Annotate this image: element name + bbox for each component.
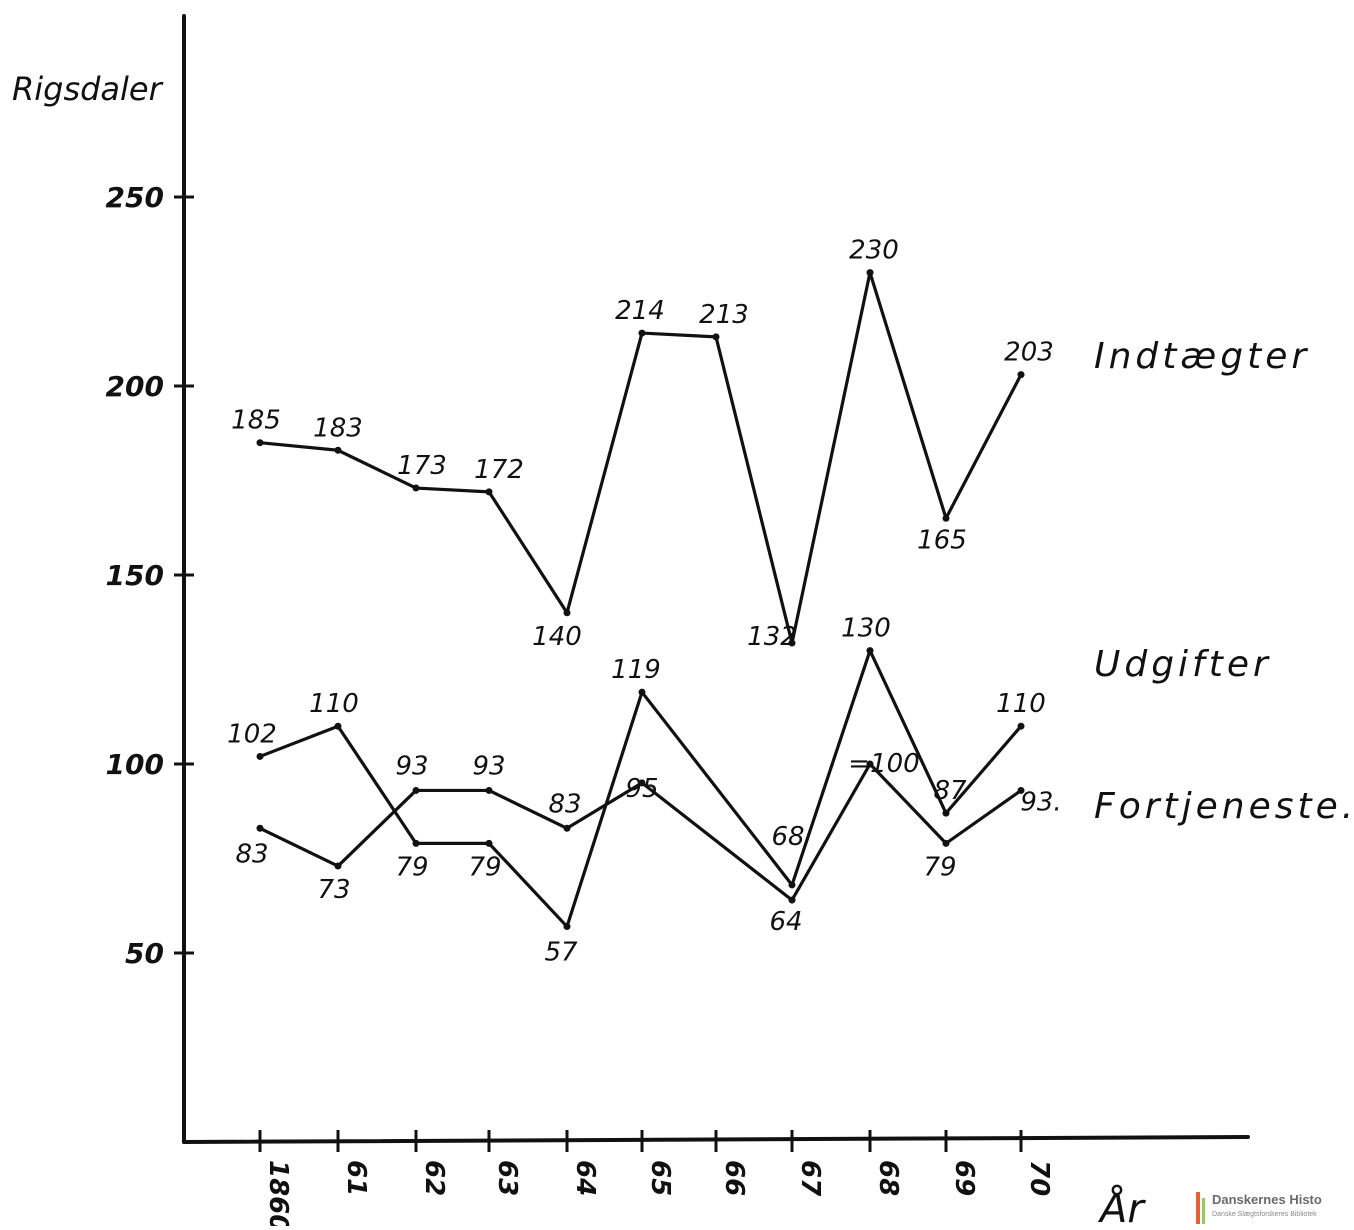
- x-tick-label: 66: [719, 1160, 749, 1196]
- data-label: 87: [933, 776, 967, 806]
- x-tick-label: 62: [419, 1160, 449, 1196]
- logo-sub-text: Danske Slægtsforskeres Bibliotek: [1212, 1211, 1317, 1218]
- data-label: 165: [917, 525, 967, 555]
- data-label: 185: [231, 406, 281, 436]
- x-tick-label: 67: [795, 1160, 825, 1197]
- data-point: [788, 881, 796, 889]
- data-point: [256, 752, 264, 760]
- data-point: [788, 639, 796, 647]
- data-point: [866, 269, 874, 277]
- data-point: [638, 688, 646, 696]
- data-label: 140: [532, 622, 582, 652]
- data-label: 64: [769, 907, 802, 937]
- data-label: 130: [841, 614, 891, 644]
- series-name-label: Fortjeneste.: [1094, 786, 1354, 827]
- data-label: 132: [747, 622, 797, 652]
- series-layer: 185 183 173 172 140 214 213 132 230 165 203 Indtægt…: [227, 236, 1354, 968]
- data-point: [485, 839, 493, 847]
- data-label: 183: [313, 413, 363, 443]
- data-point: [942, 839, 950, 847]
- library-logo: Danskernes Histo Danske Slægtsforskeres …: [1192, 1190, 1354, 1226]
- data-point: [866, 760, 874, 768]
- series-line: [258, 648, 1023, 929]
- data-point: [334, 722, 342, 730]
- x-tick-label: 68: [873, 1160, 903, 1196]
- data-label: 203: [1004, 338, 1054, 368]
- series-group: 102 110 79 79 57 119 68 130 87 110 Udgifter: [227, 614, 1272, 968]
- logo-mark-accent-icon: [1202, 1198, 1205, 1224]
- logo-brand-text: Danskernes Histo: [1212, 1192, 1322, 1207]
- data-point: [412, 839, 420, 847]
- data-point: [788, 896, 796, 904]
- data-point: [866, 647, 874, 655]
- data-label: 79: [923, 852, 956, 882]
- data-point: [256, 824, 264, 832]
- data-point: [485, 488, 493, 496]
- data-point: [712, 333, 720, 341]
- y-tick-label: 250: [106, 181, 164, 214]
- data-label: 95: [625, 774, 658, 804]
- data-point: [563, 923, 571, 931]
- y-tick-label: 200: [106, 370, 164, 403]
- series-name-label: Indtægter: [1094, 336, 1310, 377]
- data-point: [563, 609, 571, 617]
- x-tick-label: 69: [949, 1160, 979, 1196]
- x-axis-label: År: [1097, 1184, 1146, 1226]
- y-tick-label: 50: [125, 937, 164, 970]
- x-tick-label: 1860: [263, 1160, 293, 1226]
- data-label: 79: [468, 852, 501, 882]
- x-tick-label: 70: [1024, 1160, 1054, 1196]
- data-label: 213: [699, 300, 749, 330]
- data-point: [942, 809, 950, 817]
- data-label: 83: [235, 839, 268, 869]
- data-label: 110: [309, 689, 359, 719]
- series-group: 185 183 173 172 140 214 213 132 230 165 203 Indtægt…: [231, 236, 1310, 652]
- x-tick-label: 64: [570, 1160, 600, 1196]
- data-label: 73: [317, 875, 350, 905]
- logo-mark-icon: [1196, 1192, 1200, 1224]
- data-point: [485, 786, 493, 794]
- series-name-label: Udgifter: [1094, 644, 1272, 685]
- data-point: [412, 484, 420, 492]
- data-point: [412, 786, 420, 794]
- data-label: 79: [395, 852, 428, 882]
- data-point: [638, 779, 646, 787]
- data-label: 214: [615, 296, 665, 326]
- data-label: 102: [227, 719, 277, 749]
- x-tick-label: 61: [341, 1160, 371, 1196]
- data-label: 93: [472, 751, 505, 781]
- x-tick-label: 63: [492, 1160, 522, 1196]
- y-axis-label: Rigsdaler: [12, 70, 164, 108]
- data-label: 173: [397, 451, 447, 481]
- y-ticks: 50 100 150 200 250: [106, 181, 194, 970]
- data-point: [334, 446, 342, 454]
- data-label: 93: [395, 751, 428, 781]
- series-group: 83 73 93 93 83 95 64 =100 79 93. Fortjeneste.: [235, 749, 1354, 937]
- x-ticks: 1860 61 62 63 64 65 66 67 68 69 70: [258, 1130, 1054, 1230]
- data-label: 172: [474, 455, 524, 485]
- series-line: [258, 762, 1023, 902]
- data-point: [638, 329, 646, 337]
- data-label: 68: [771, 822, 804, 852]
- y-tick-label: 100: [106, 748, 164, 781]
- y-tick-label: 150: [106, 559, 164, 592]
- data-point: [1017, 722, 1025, 730]
- data-label: 119: [611, 655, 661, 685]
- data-point: [256, 439, 264, 447]
- data-point: [942, 514, 950, 522]
- data-label: 110: [996, 689, 1046, 719]
- data-label: 230: [849, 236, 899, 266]
- x-tick-label: 65: [645, 1160, 675, 1196]
- data-label: 83: [548, 789, 581, 819]
- series-line: [258, 271, 1023, 645]
- data-label: =100: [848, 749, 919, 779]
- data-label: 93.: [1020, 787, 1061, 817]
- data-point: [1017, 371, 1025, 379]
- data-label: 57: [544, 938, 578, 968]
- data-point: [563, 824, 571, 832]
- data-point: [1017, 786, 1025, 794]
- data-point: [334, 862, 342, 870]
